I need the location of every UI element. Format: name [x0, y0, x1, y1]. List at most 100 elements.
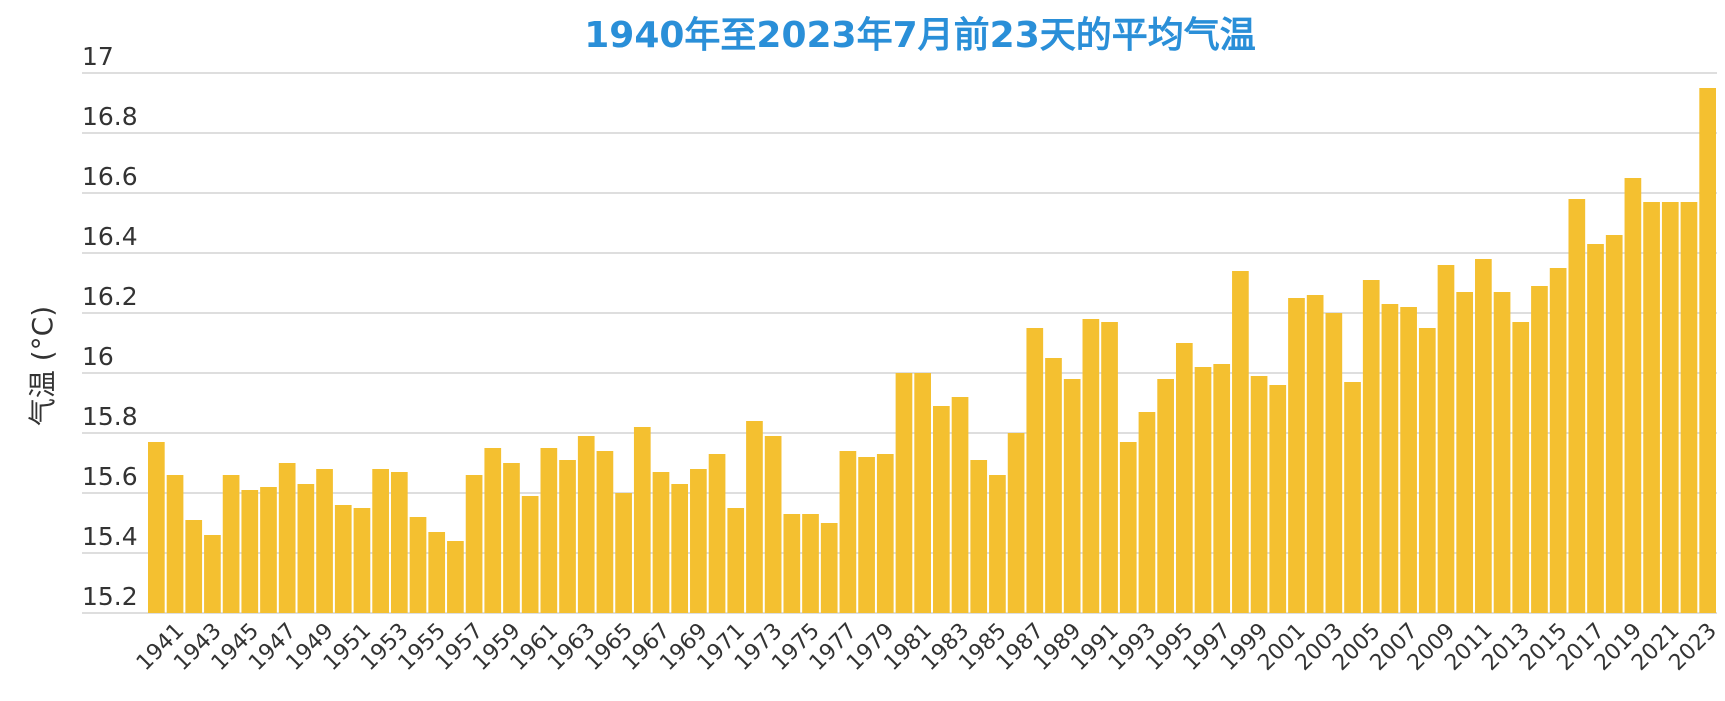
bar-1975 — [802, 514, 819, 613]
bar-1974 — [783, 514, 801, 613]
x-axis-ticks: 1941194319451947194919511953195519571959… — [132, 619, 1722, 676]
bar-1971 — [727, 508, 745, 613]
bar-1962 — [559, 460, 576, 613]
bar-2012 — [1493, 292, 1511, 613]
bar-2016 — [1568, 199, 1586, 613]
bar-1943 — [204, 535, 221, 613]
y-tick-label: 16 — [82, 342, 114, 371]
bar-1980 — [895, 373, 913, 613]
bar-1986 — [1007, 433, 1025, 613]
bar-1965 — [615, 493, 632, 613]
bar-2000 — [1269, 385, 1287, 613]
bar-1964 — [596, 451, 614, 613]
bar-2006 — [1381, 304, 1399, 613]
bar-1960 — [521, 496, 539, 613]
bar-1955 — [428, 532, 446, 613]
bar-1944 — [222, 475, 240, 613]
bar-2014 — [1531, 286, 1548, 613]
bar-2018 — [1605, 235, 1623, 613]
y-tick-label: 17 — [82, 42, 114, 71]
bar-2021 — [1661, 202, 1679, 613]
bar-1999 — [1250, 376, 1268, 613]
bar-2022 — [1680, 202, 1698, 613]
bar-1996 — [1194, 367, 1212, 613]
bar-1945 — [241, 490, 259, 613]
bar-1947 — [278, 463, 296, 613]
bar-1948 — [297, 484, 315, 613]
bar-2023 — [1699, 88, 1716, 613]
bar-2019 — [1624, 178, 1642, 613]
bar-1952 — [372, 469, 389, 613]
bar-2010 — [1456, 292, 1474, 613]
bar-1963 — [577, 436, 595, 613]
bar-2015 — [1549, 268, 1567, 613]
bar-1946 — [260, 487, 277, 613]
bar-2004 — [1344, 382, 1361, 613]
bar-1941 — [166, 475, 184, 613]
bar-1973 — [764, 436, 782, 613]
bar-1982 — [933, 406, 950, 613]
bar-1956 — [447, 541, 464, 613]
y-tick-label: 15.8 — [82, 402, 138, 431]
bar-1972 — [746, 421, 763, 613]
bar-1970 — [708, 454, 726, 613]
bar-1942 — [185, 520, 203, 613]
bar-2013 — [1512, 322, 1530, 613]
bar-2002 — [1306, 295, 1324, 613]
bar-1940 — [148, 442, 165, 613]
bar-1979 — [876, 454, 894, 613]
y-tick-label: 15.2 — [82, 582, 138, 611]
bar-1954 — [409, 517, 427, 613]
y-axis-label: 气温 (°C) — [26, 306, 59, 426]
bar-2005 — [1362, 280, 1380, 613]
y-tick-label: 16.4 — [82, 222, 138, 251]
bar-1978 — [858, 457, 875, 613]
bar-1951 — [353, 508, 371, 613]
bar-2003 — [1325, 313, 1343, 613]
bar-1997 — [1213, 364, 1231, 613]
bar-1968 — [671, 484, 689, 613]
bar-1967 — [652, 472, 670, 613]
bar-1985 — [989, 475, 1006, 613]
bar-1976 — [820, 523, 838, 613]
bar-2009 — [1437, 265, 1455, 613]
bar-1966 — [633, 427, 651, 613]
y-tick-label: 16.6 — [82, 162, 138, 191]
bar-1950 — [334, 505, 352, 613]
bar-1998 — [1232, 271, 1249, 613]
y-tick-label: 16.2 — [82, 282, 138, 311]
bar-1990 — [1082, 319, 1100, 613]
bar-1957 — [465, 475, 483, 613]
bar-1992 — [1119, 442, 1137, 613]
bar-2007 — [1400, 307, 1417, 613]
bar-1995 — [1175, 343, 1193, 613]
y-tick-label: 16.8 — [82, 102, 138, 131]
chart-title: 1940年至2023年7月前23天的平均气温 — [584, 15, 1256, 56]
bar-1988 — [1045, 358, 1062, 613]
bar-1993 — [1138, 412, 1156, 613]
bar-1981 — [914, 373, 931, 613]
bar-1989 — [1063, 379, 1081, 613]
bar-1994 — [1157, 379, 1174, 613]
bar-1987 — [1026, 328, 1044, 613]
bar-1969 — [690, 469, 707, 613]
y-tick-label: 15.6 — [82, 462, 138, 491]
y-axis-ticks: 15.2 15.4 15.6 15.8 16 16.2 16.4 16.6 16.8 17 — [82, 42, 138, 611]
bar-1983 — [951, 397, 969, 613]
bar-1949 — [316, 469, 333, 613]
bar-1991 — [1101, 322, 1118, 613]
bar-2011 — [1475, 259, 1492, 613]
bar-1958 — [484, 448, 502, 613]
bar-1977 — [839, 451, 857, 613]
bar-1959 — [503, 463, 520, 613]
bar-2008 — [1418, 328, 1436, 613]
bars — [148, 88, 1716, 613]
bar-2017 — [1587, 244, 1604, 613]
y-tick-label: 15.4 — [82, 522, 138, 551]
bar-2001 — [1288, 298, 1305, 613]
bar-1961 — [540, 448, 558, 613]
bar-1953 — [390, 472, 408, 613]
bar-2020 — [1643, 202, 1660, 613]
bar-1984 — [970, 460, 988, 613]
